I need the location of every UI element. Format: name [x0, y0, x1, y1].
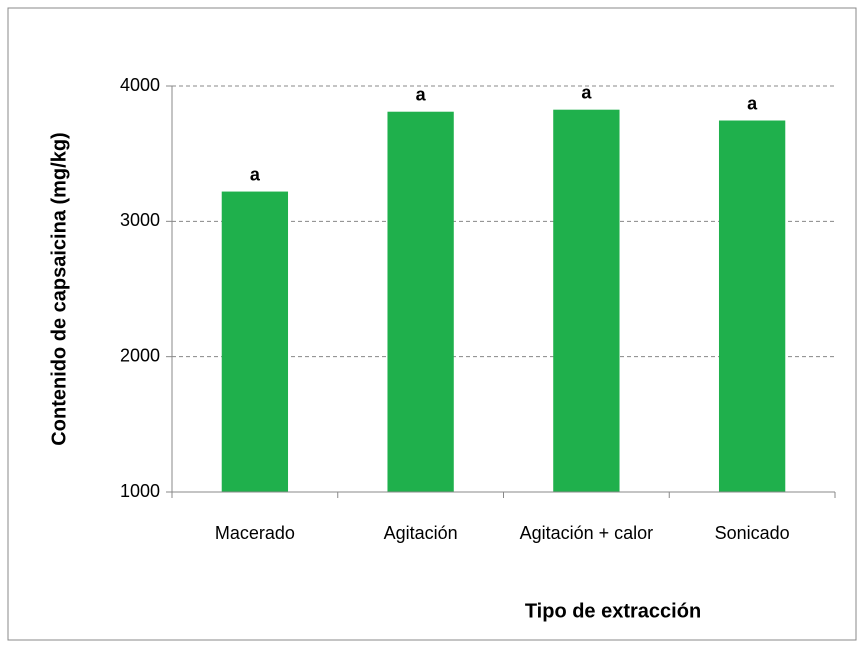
y-tick-label: 3000 [120, 210, 160, 230]
significance-label: a [250, 164, 261, 184]
bar [718, 120, 786, 492]
y-tick-label: 1000 [120, 481, 160, 501]
x-tick-label: Macerado [214, 523, 295, 543]
bar [221, 191, 289, 492]
x-tick-label: Agitación + calor [519, 523, 654, 543]
x-tick-label: Sonicado [714, 523, 790, 543]
x-axis-title: Tipo de extracción [525, 600, 701, 622]
significance-label: a [416, 84, 427, 104]
x-tick-label: Agitación [383, 523, 458, 543]
bar [553, 109, 620, 492]
significance-label: a [747, 93, 758, 113]
y-tick-label: 2000 [120, 345, 160, 365]
y-axis-title: Contenido de capsaicina (mg/kg) [48, 132, 70, 445]
significance-label: a [581, 82, 592, 102]
bar [387, 111, 454, 493]
y-tick-label: 4000 [120, 75, 160, 95]
